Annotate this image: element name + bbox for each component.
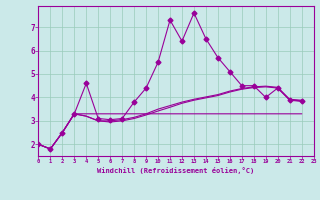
X-axis label: Windchill (Refroidissement éolien,°C): Windchill (Refroidissement éolien,°C) [97,167,255,174]
